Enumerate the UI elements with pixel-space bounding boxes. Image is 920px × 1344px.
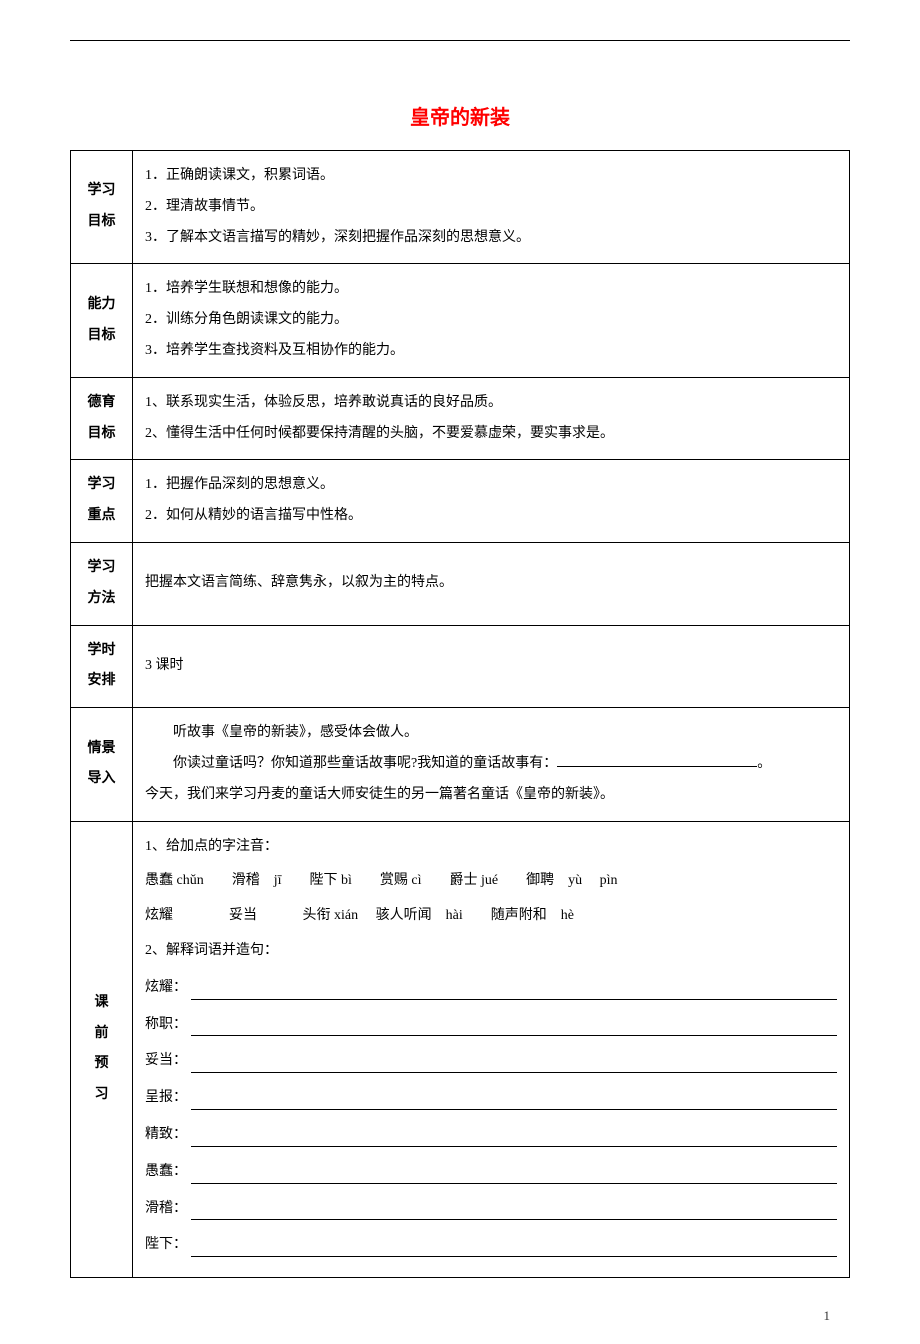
label-ability-objectives: 能力目标: [71, 264, 133, 377]
intro-line-3: 今天，我们来学习丹麦的童话大师安徒生的另一篇著名童话《皇帝的新装》。: [145, 780, 837, 811]
label-moral-objectives: 德育目标: [71, 377, 133, 460]
vocab-line-7: 滑稽：: [145, 1194, 837, 1225]
vocab-line-1: 炫耀：: [145, 973, 837, 1004]
objective-item-3: 3．了解本文语言描写的精妙，深刻把握作品深刻的思想意义。: [145, 223, 837, 254]
vocab-line-8: 陛下：: [145, 1230, 837, 1261]
vocab-fill-2: [191, 1035, 837, 1036]
vocab-label-1: 炫耀：: [145, 973, 187, 1004]
prep-char-4: 习: [83, 1080, 120, 1111]
content-moral-objectives: 1、联系现实生活，体验反思，培养敢说真话的良好品质。 2、懂得生活中任何时候都要…: [133, 377, 850, 460]
vocab-fill-7: [191, 1219, 837, 1220]
content-learning-focus: 1．把握作品深刻的思想意义。 2．如何从精妙的语言描写中性格。: [133, 460, 850, 543]
ability-item-3: 3．培养学生查找资料及互相协作的能力。: [145, 336, 837, 367]
vocab-label-4: 呈报：: [145, 1083, 187, 1114]
intro-line-2: 你读过童话吗？你知道那些童话故事呢?我知道的童话故事有： 。: [145, 749, 837, 780]
prep-char-2: 前: [83, 1019, 120, 1050]
focus-item-1: 1．把握作品深刻的思想意义。: [145, 470, 837, 501]
prep-char-3: 预: [83, 1049, 120, 1080]
row-learning-focus: 学习重点 1．把握作品深刻的思想意义。 2．如何从精妙的语言描写中性格。: [71, 460, 850, 543]
label-scenario-intro: 情景导入: [71, 708, 133, 821]
intro-fill-blank: [557, 766, 757, 767]
vocab-label-3: 妥当：: [145, 1046, 187, 1077]
section2-title: 2、解释词语并造句：: [145, 936, 837, 967]
page-number: 1: [70, 1308, 850, 1324]
row-pre-class-prep: 课 前 预 习 1、给加点的字注音： 愚蠢 chǔn 滑稽 jī 陛下 bì 赏…: [71, 821, 850, 1278]
vocab-fill-1: [191, 999, 837, 1000]
intro-line-2-suffix: 。: [757, 756, 771, 771]
row-scenario-intro: 情景导入 听故事《皇帝的新装》，感受体会做人。 你读过童话吗？你知道那些童话故事…: [71, 708, 850, 821]
content-learning-method: 把握本文语言简练、辞意隽永，以叙为主的特点。: [133, 542, 850, 625]
vocab-fill-4: [191, 1109, 837, 1110]
moral-item-1: 1、联系现实生活，体验反思，培养敢说真话的良好品质。: [145, 388, 837, 419]
vocab-line-2: 称职：: [145, 1010, 837, 1041]
ability-item-1: 1．培养学生联想和想像的能力。: [145, 274, 837, 305]
pinyin-row-1: 愚蠢 chǔn 滑稽 jī 陛下 bì 赏赐 cì 爵士 jué 御聘 yù p…: [145, 866, 837, 897]
objective-item-1: 1．正确朗读课文，积累词语。: [145, 161, 837, 192]
vocab-label-6: 愚蠢：: [145, 1157, 187, 1188]
ability-item-2: 2．训练分角色朗读课文的能力。: [145, 305, 837, 336]
document-title: 皇帝的新装: [70, 101, 850, 130]
vocab-label-2: 称职：: [145, 1010, 187, 1041]
objective-item-2: 2．理清故事情节。: [145, 192, 837, 223]
row-schedule: 学时安排 3 课时: [71, 625, 850, 708]
pinyin-row-2: 炫耀 妥当 头衔 xián 骇人听闻 hài 随声附和 hè: [145, 901, 837, 932]
focus-item-2: 2．如何从精妙的语言描写中性格。: [145, 501, 837, 532]
vocab-line-6: 愚蠢：: [145, 1157, 837, 1188]
vocab-fill-3: [191, 1072, 837, 1073]
label-schedule: 学时安排: [71, 625, 133, 708]
intro-line-1: 听故事《皇帝的新装》，感受体会做人。: [145, 718, 837, 749]
vocab-line-4: 呈报：: [145, 1083, 837, 1114]
moral-item-2: 2、懂得生活中任何时候都要保持清醒的头脑，不要爱慕虚荣，要实事求是。: [145, 419, 837, 450]
label-pre-class-prep: 课 前 预 习: [71, 821, 133, 1278]
vocab-label-5: 精致：: [145, 1120, 187, 1151]
row-learning-objectives: 学习目标 1．正确朗读课文，积累词语。 2．理清故事情节。 3．了解本文语言描写…: [71, 151, 850, 264]
content-ability-objectives: 1．培养学生联想和想像的能力。 2．训练分角色朗读课文的能力。 3．培养学生查找…: [133, 264, 850, 377]
vocab-fill-5: [191, 1146, 837, 1147]
prep-char-1: 课: [83, 988, 120, 1019]
section1-title: 1、给加点的字注音：: [145, 832, 837, 863]
content-pre-class-prep: 1、给加点的字注音： 愚蠢 chǔn 滑稽 jī 陛下 bì 赏赐 cì 爵士 …: [133, 821, 850, 1278]
content-schedule: 3 课时: [133, 625, 850, 708]
intro-line-2-prefix: 你读过童话吗？你知道那些童话故事呢?我知道的童话故事有：: [173, 756, 557, 771]
label-learning-method: 学习方法: [71, 542, 133, 625]
row-moral-objectives: 德育目标 1、联系现实生活，体验反思，培养敢说真话的良好品质。 2、懂得生活中任…: [71, 377, 850, 460]
page-top-rule: [70, 40, 850, 41]
vocab-line-5: 精致：: [145, 1120, 837, 1151]
vocab-line-3: 妥当：: [145, 1046, 837, 1077]
content-learning-objectives: 1．正确朗读课文，积累词语。 2．理清故事情节。 3．了解本文语言描写的精妙，深…: [133, 151, 850, 264]
vocab-fill-8: [191, 1256, 837, 1257]
content-scenario-intro: 听故事《皇帝的新装》，感受体会做人。 你读过童话吗？你知道那些童话故事呢?我知道…: [133, 708, 850, 821]
label-learning-focus: 学习重点: [71, 460, 133, 543]
row-learning-method: 学习方法 把握本文语言简练、辞意隽永，以叙为主的特点。: [71, 542, 850, 625]
vocab-label-7: 滑稽：: [145, 1194, 187, 1225]
lesson-plan-table: 学习目标 1．正确朗读课文，积累词语。 2．理清故事情节。 3．了解本文语言描写…: [70, 150, 850, 1278]
label-learning-objectives: 学习目标: [71, 151, 133, 264]
vocab-label-8: 陛下：: [145, 1230, 187, 1261]
row-ability-objectives: 能力目标 1．培养学生联想和想像的能力。 2．训练分角色朗读课文的能力。 3．培…: [71, 264, 850, 377]
vocab-fill-6: [191, 1183, 837, 1184]
